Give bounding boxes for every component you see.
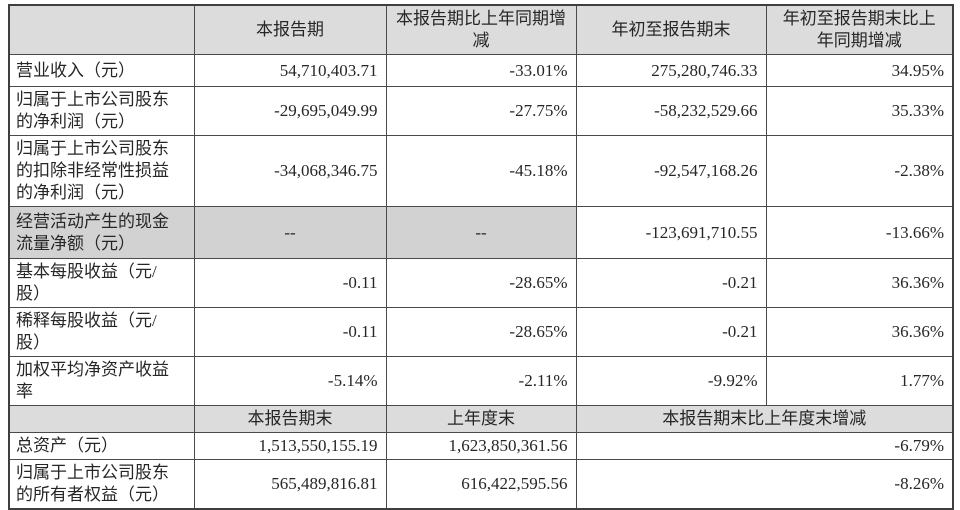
cell-value: 54,710,403.71	[193, 54, 387, 87]
cell-value: -0.21	[575, 307, 767, 357]
header-current-period-yoy: 本报告期比上年同期增减	[385, 4, 577, 55]
report-page: 本报告期 本报告期比上年同期增减 年初至报告期末 年初至报告期末比上年同期增减 …	[8, 4, 954, 510]
cell-value: -0.21	[575, 258, 767, 308]
cell-value: -33.01%	[385, 54, 577, 87]
cell-value: -28.65%	[385, 307, 577, 357]
cell-value: 36.36%	[765, 258, 954, 308]
cell-value: 1,513,550,155.19	[193, 432, 387, 460]
header-current-period: 本报告期	[193, 4, 387, 55]
row-label: 归属于上市公司股东的扣除非经常性损益的净利润（元）	[8, 135, 195, 207]
header-corner-cell	[8, 4, 195, 55]
cell-value: -5.14%	[193, 356, 387, 406]
cell-value: -27.75%	[385, 86, 577, 136]
cell-value: -0.11	[193, 307, 387, 357]
row-label: 营业收入（元）	[8, 54, 195, 87]
cell-value: 34.95%	[765, 54, 954, 87]
cell-value: --	[385, 206, 577, 259]
financial-summary-table: 本报告期 本报告期比上年同期增减 年初至报告期末 年初至报告期末比上年同期增减 …	[8, 4, 954, 510]
header-period-end: 本报告期末	[193, 405, 387, 433]
cell-value: -2.11%	[385, 356, 577, 406]
cell-value: -123,691,710.55	[575, 206, 767, 259]
cell-value: -6.79%	[575, 432, 954, 460]
cell-value: -8.26%	[575, 459, 954, 510]
row-label: 经营活动产生的现金流量净额（元）	[8, 206, 195, 259]
cell-value: -45.18%	[385, 135, 577, 207]
cell-value: -28.65%	[385, 258, 577, 308]
header-corner-cell	[8, 405, 195, 433]
table-row-total-assets: 总资产（元） 1,513,550,155.19 1,623,850,361.56…	[8, 432, 954, 460]
cell-value: 1.77%	[765, 356, 954, 406]
cell-value: -0.11	[193, 258, 387, 308]
cell-value: -92,547,168.26	[575, 135, 767, 207]
header-row-period: 本报告期 本报告期比上年同期增减 年初至报告期末 年初至报告期末比上年同期增减	[8, 4, 954, 55]
table-row-revenue: 营业收入（元） 54,710,403.71 -33.01% 275,280,74…	[8, 54, 954, 87]
cell-value: 35.33%	[765, 86, 954, 136]
table-row-net-profit-excl-nonrecurring: 归属于上市公司股东的扣除非经常性损益的净利润（元） -34,068,346.75…	[8, 135, 954, 207]
table-row-operating-cash-flow: 经营活动产生的现金流量净额（元） -- -- -123,691,710.55 -…	[8, 206, 954, 259]
cell-value: -13.66%	[765, 206, 954, 259]
cell-value: 565,489,816.81	[193, 459, 387, 510]
cell-value: -58,232,529.66	[575, 86, 767, 136]
row-label: 总资产（元）	[8, 432, 195, 460]
row-label: 加权平均净资产收益率	[8, 356, 195, 406]
cell-value: 275,280,746.33	[575, 54, 767, 87]
table-row-net-profit: 归属于上市公司股东的净利润（元） -29,695,049.99 -27.75% …	[8, 86, 954, 136]
cell-value: 616,422,595.56	[385, 459, 577, 510]
header-ytd-yoy: 年初至报告期末比上年同期增减	[765, 4, 954, 55]
table-row-diluted-eps: 稀释每股收益（元/股） -0.11 -28.65% -0.21 36.36%	[8, 307, 954, 357]
cell-value: --	[193, 206, 387, 259]
table-row-shareholders-equity: 归属于上市公司股东的所有者权益（元） 565,489,816.81 616,42…	[8, 459, 954, 510]
header-row-balance: 本报告期末 上年度末 本报告期末比上年度末增减	[8, 405, 954, 433]
row-label: 基本每股收益（元/股）	[8, 258, 195, 308]
cell-value: -29,695,049.99	[193, 86, 387, 136]
cell-value: 36.36%	[765, 307, 954, 357]
table-row-basic-eps: 基本每股收益（元/股） -0.11 -28.65% -0.21 36.36%	[8, 258, 954, 308]
row-label: 归属于上市公司股东的所有者权益（元）	[8, 459, 195, 510]
cell-value: -9.92%	[575, 356, 767, 406]
cell-value: -34,068,346.75	[193, 135, 387, 207]
row-label: 稀释每股收益（元/股）	[8, 307, 195, 357]
header-period-end-vs-prev: 本报告期末比上年度末增减	[575, 405, 954, 433]
cell-value: -2.38%	[765, 135, 954, 207]
header-prev-year-end: 上年度末	[385, 405, 577, 433]
table-row-weighted-avg-roe: 加权平均净资产收益率 -5.14% -2.11% -9.92% 1.77%	[8, 356, 954, 406]
header-ytd: 年初至报告期末	[575, 4, 767, 55]
cell-value: 1,623,850,361.56	[385, 432, 577, 460]
row-label: 归属于上市公司股东的净利润（元）	[8, 86, 195, 136]
